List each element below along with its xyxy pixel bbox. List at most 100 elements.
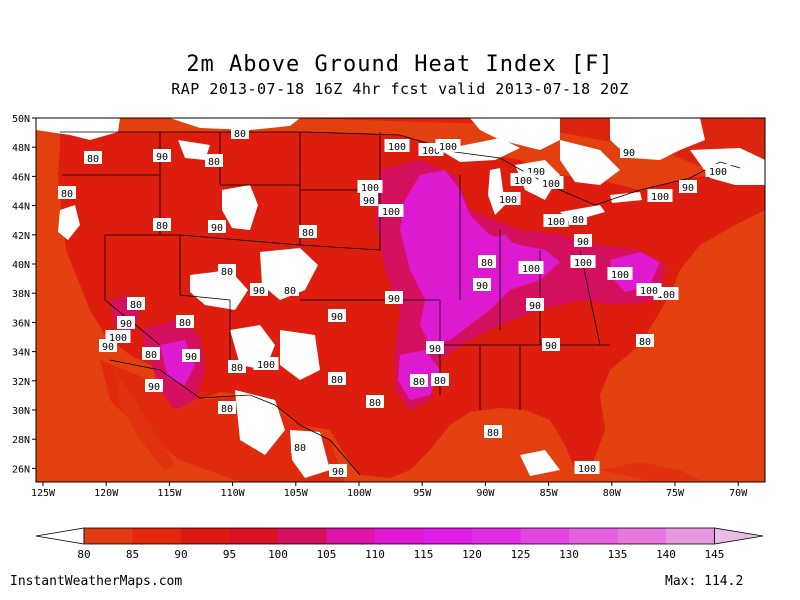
cold-region-colorado	[260, 248, 318, 300]
colorbar-band	[617, 528, 666, 544]
lake-superior	[440, 138, 520, 162]
colorbar-band	[84, 528, 133, 544]
contour-label: 80	[302, 228, 314, 239]
colorbar-label: 115	[414, 548, 434, 561]
lat-label: 50N	[12, 114, 30, 125]
contour-label-box	[357, 180, 383, 193]
contour-label-box	[705, 164, 731, 177]
contour-label: 100	[522, 264, 540, 275]
contour-label: 100	[361, 183, 379, 194]
colorbar-band	[666, 528, 715, 544]
contour-label: 80	[221, 404, 233, 415]
contour-label: 90	[429, 344, 441, 355]
contour-label-box	[253, 357, 279, 370]
colorbar-band	[132, 528, 181, 544]
colorbar-high-arrow	[714, 527, 764, 545]
contour-label-box	[153, 149, 171, 162]
contour-label: 100	[422, 146, 440, 157]
map-title: 2m Above Ground Heat Index [F]	[186, 52, 614, 77]
lat-label: 26N	[12, 464, 30, 475]
contour-label-box	[218, 401, 236, 414]
contour-label: 90	[185, 352, 197, 363]
contour-label: 100	[578, 464, 596, 475]
colorbar-label: 130	[559, 548, 579, 561]
lat-label: 36N	[12, 318, 30, 329]
contour-label-box	[426, 341, 444, 354]
cold-region-texas-coast	[520, 450, 560, 476]
contour-label: 80	[179, 318, 191, 329]
lon-label: 120W	[94, 488, 119, 499]
contour-label-box	[127, 297, 145, 310]
colorbar-label: 100	[268, 548, 288, 561]
contour-label-box	[105, 330, 131, 343]
contour-label-box	[142, 347, 160, 360]
lat-label: 48N	[12, 143, 30, 154]
contour-label-box	[431, 373, 449, 386]
contour-label: 100	[640, 286, 658, 297]
contour-label-box	[145, 379, 163, 392]
contour-label-box	[291, 440, 309, 453]
lon-label: 80W	[603, 488, 622, 499]
contour-label: 90	[545, 341, 557, 352]
contour-label-box	[473, 278, 491, 291]
colorbar-band	[375, 528, 424, 544]
cold-region-new-mexico	[280, 330, 320, 380]
colorbar-band	[423, 528, 472, 544]
contour-label-box	[384, 139, 410, 152]
contour-label: 80	[434, 376, 446, 387]
colorbar: 80 85 90 95 100 105 110 115 120 125 130 135 140 145	[35, 527, 764, 561]
contour-label-box	[182, 349, 200, 362]
lake-ontario	[610, 192, 642, 203]
contour-label: 100	[527, 167, 545, 178]
us-mexico-border	[109, 359, 361, 476]
lat-label: 32N	[12, 377, 30, 388]
contour-label-box	[360, 193, 378, 206]
colorbar-label: 85	[126, 548, 139, 561]
cold-region-quebec	[560, 140, 620, 185]
contour-label: 80	[234, 129, 246, 140]
colorbar-label: 90	[174, 548, 187, 561]
lon-label: 100W	[347, 488, 372, 499]
contour-label-box	[299, 225, 317, 238]
colorbar-label: 120	[462, 548, 482, 561]
contour-label: 80	[481, 258, 493, 269]
lon-label: 105W	[284, 488, 309, 499]
canada-land	[36, 118, 765, 175]
contour-label: 90	[577, 237, 589, 248]
colorbar-label: 105	[317, 548, 337, 561]
contour-label: 90	[332, 467, 344, 478]
cold-region-rockies-north	[222, 185, 258, 230]
cuba-land	[600, 462, 700, 481]
contour-label-box	[542, 338, 560, 351]
contour-label: 80	[145, 350, 157, 361]
state-border-east	[459, 175, 601, 346]
lon-label: 85W	[540, 488, 559, 499]
contour-label: 80	[130, 300, 142, 311]
max-value: Max: 114.2	[665, 574, 744, 589]
contour-label: 90	[211, 223, 223, 234]
contour-label: 90	[388, 294, 400, 305]
lat-label: 40N	[12, 260, 30, 271]
lat-label: 34N	[12, 348, 30, 359]
contour-label-box	[570, 255, 596, 268]
contour-label: 90	[253, 286, 265, 297]
contour-label-box	[569, 212, 587, 225]
contour-label-box	[574, 461, 600, 474]
contour-label: 100	[109, 333, 127, 344]
contour-label: 100	[657, 290, 675, 301]
contour-label: 80	[231, 363, 243, 374]
colorbar-band	[472, 528, 521, 544]
contour-label-box	[153, 218, 171, 231]
contour-label: 90	[120, 319, 132, 330]
contour-label: 100	[514, 176, 532, 187]
lat-label: 38N	[12, 289, 30, 300]
contour-label-box	[620, 145, 638, 158]
contour-label: 80	[487, 428, 499, 439]
contour-label: 80	[221, 267, 233, 278]
cold-region-idaho	[178, 140, 210, 160]
cold-region-pacific-nw	[58, 205, 80, 240]
contour-label-box	[679, 180, 697, 193]
cold-region-canada-west	[36, 118, 120, 140]
colorbar-outline	[83, 527, 715, 545]
